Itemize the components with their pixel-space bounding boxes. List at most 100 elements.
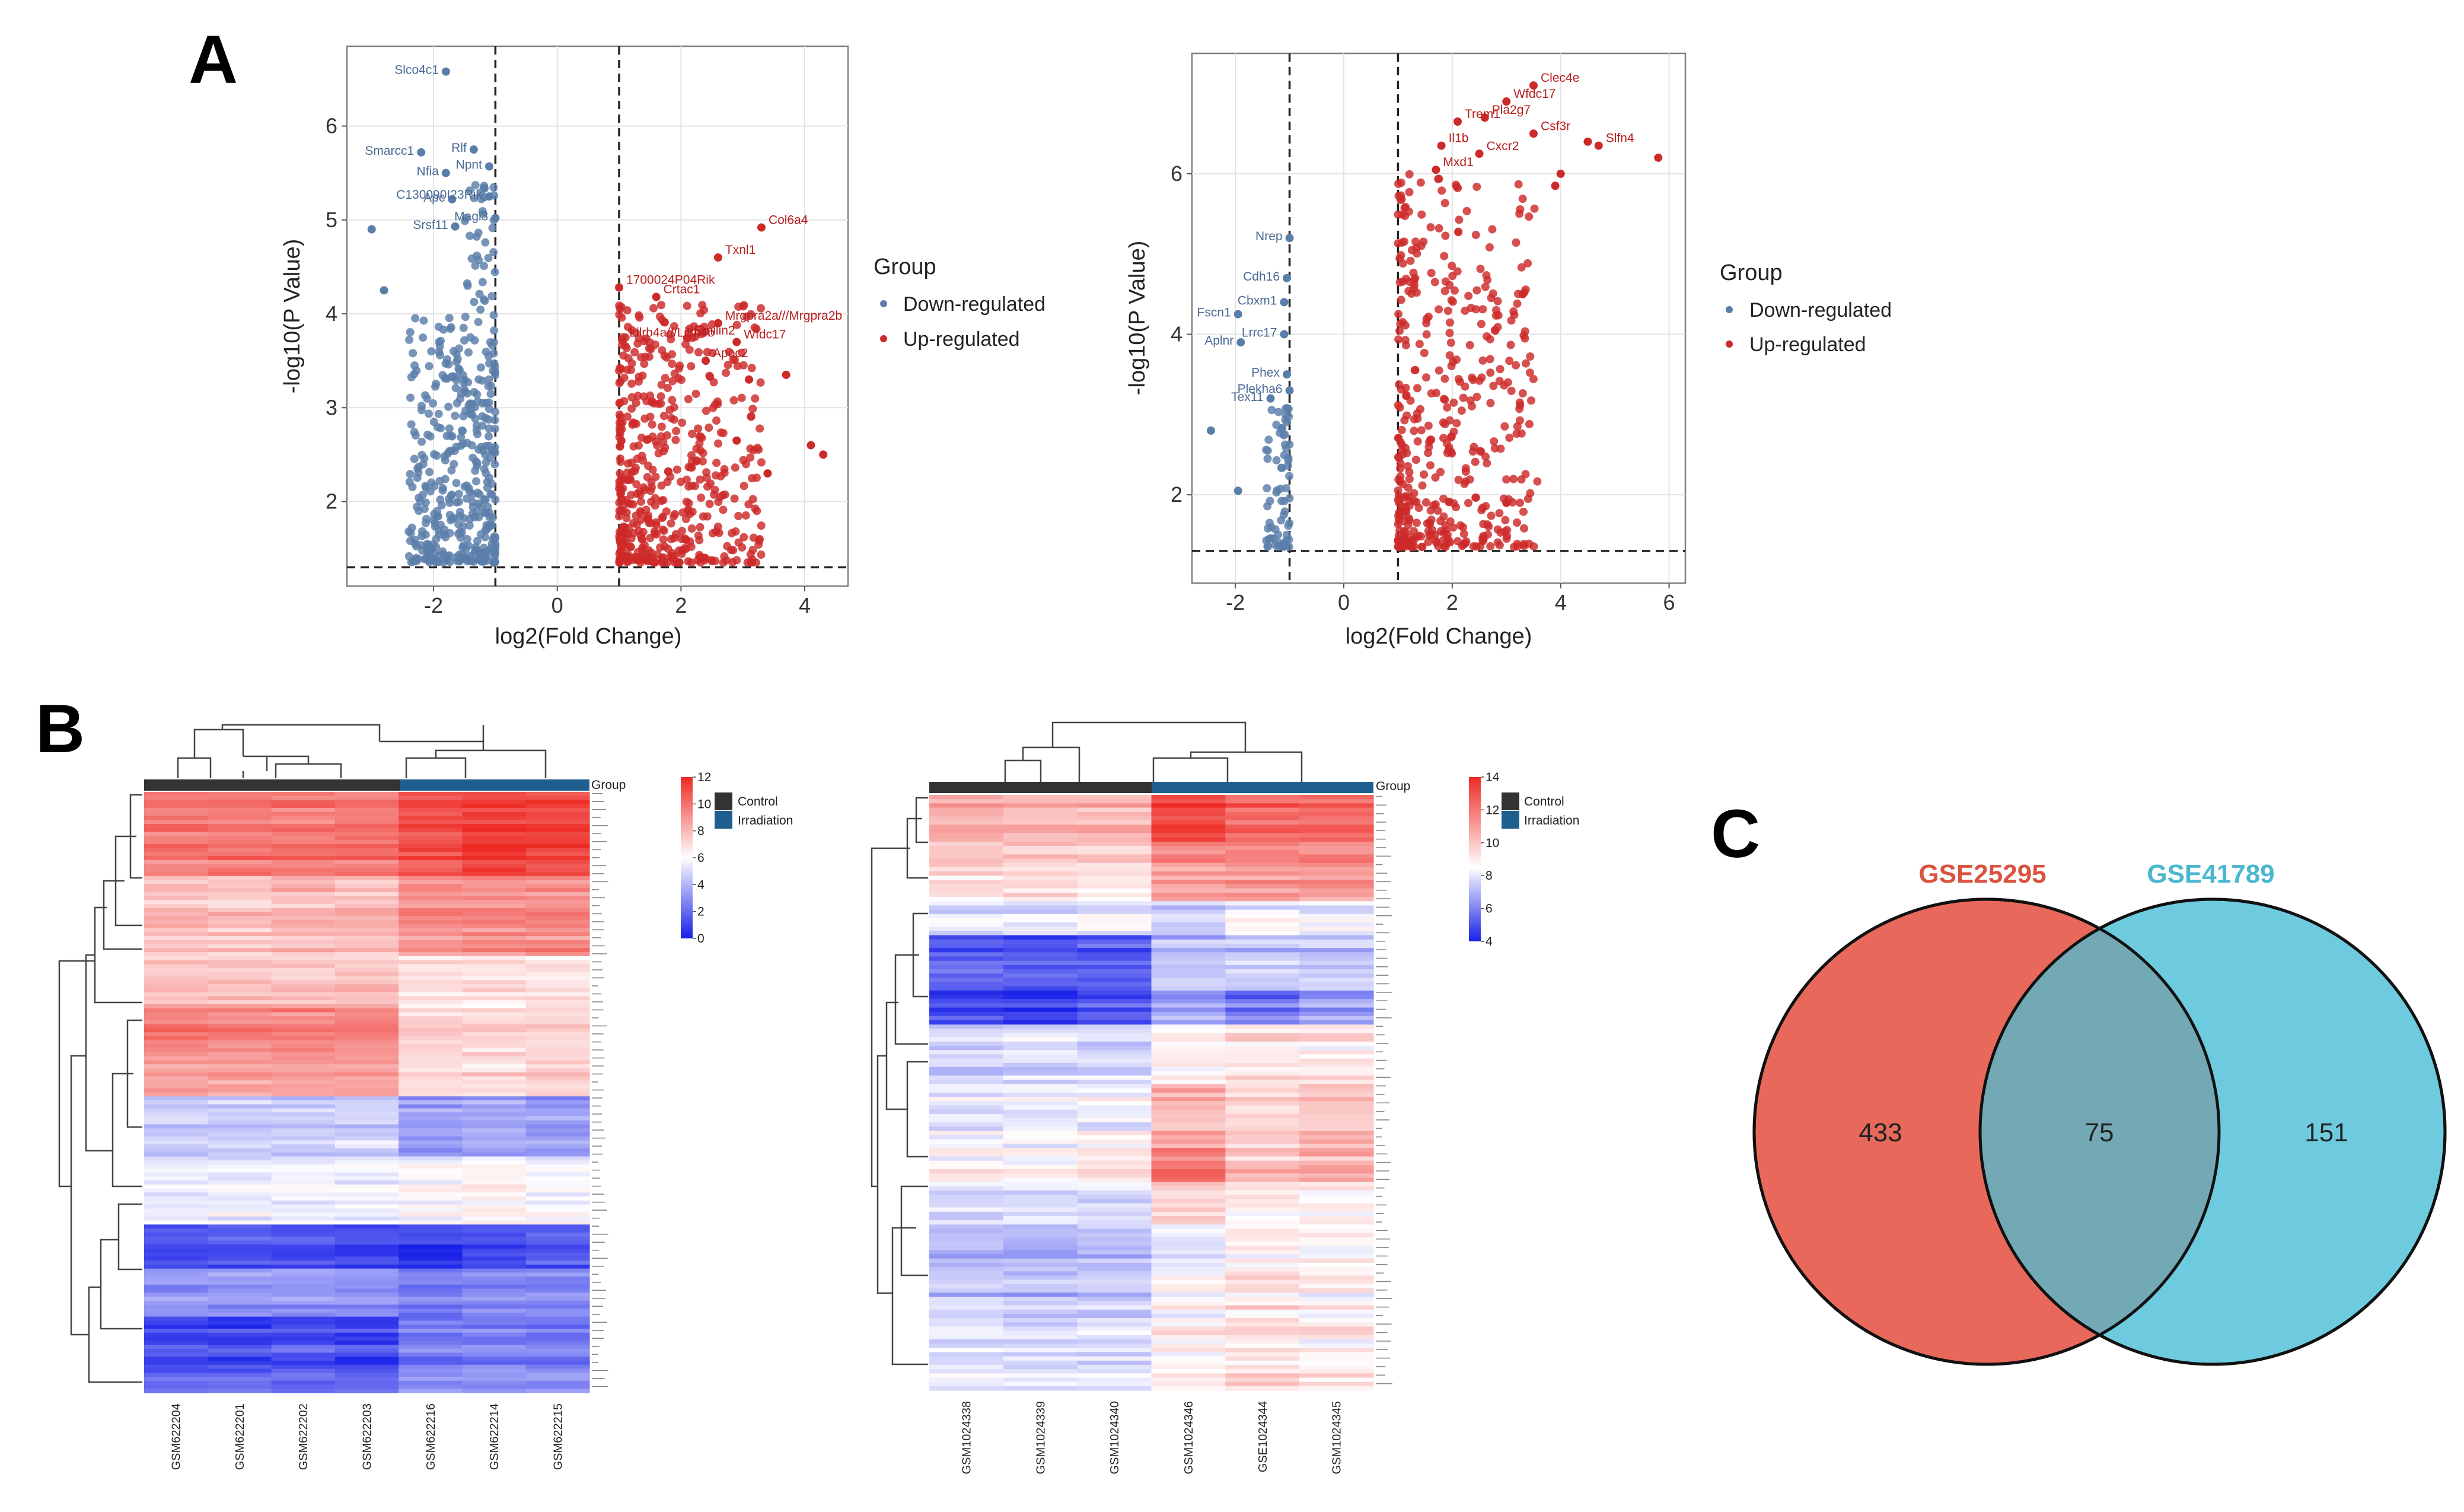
- heatmap-cell: [1151, 1284, 1226, 1289]
- heatmap-cell: [399, 1328, 463, 1333]
- heatmap-cell: [1077, 846, 1152, 851]
- heatmap-cell: [1151, 1101, 1226, 1106]
- heatmap-cell: [1151, 825, 1226, 829]
- heatmap-cell: [399, 1032, 463, 1037]
- heatmap-cell: [144, 1156, 208, 1161]
- heatmap-cell: [271, 1288, 336, 1293]
- point-up: [1440, 287, 1449, 295]
- group-label: Group: [1376, 779, 1410, 793]
- gene-label-down: Cdh16: [1243, 270, 1280, 284]
- point-up: [1484, 530, 1493, 539]
- heatmap-cell: [1003, 1199, 1078, 1204]
- heatmap-cell: [462, 936, 527, 941]
- point-up: [729, 355, 738, 364]
- heatmap-cell: [929, 825, 1004, 829]
- heatmap-cell: [1151, 1318, 1226, 1323]
- heatmap-cell: [208, 1092, 272, 1097]
- heatmap-cell: [334, 1124, 399, 1129]
- heatmap-cell: [1299, 1016, 1374, 1021]
- heatmap-cell: [208, 984, 272, 989]
- heatmap-cell: [1077, 952, 1152, 957]
- heatmap-cell: [1225, 803, 1300, 808]
- point-down: [490, 326, 499, 335]
- legend-marker-up: [880, 335, 887, 342]
- heatmap-cell: [399, 1244, 463, 1249]
- point-up: [1583, 137, 1592, 146]
- heatmap-cell: [144, 1004, 208, 1009]
- row-label-stub: [592, 1097, 603, 1099]
- heatmap-cell: [929, 1211, 1004, 1217]
- heatmap-cell: [144, 956, 208, 961]
- heatmap-cell: [462, 940, 527, 945]
- heatmap-cell: [1077, 999, 1152, 1004]
- row-label-stub: [1376, 855, 1391, 857]
- heatmap-cell: [271, 1384, 336, 1389]
- heatmap-cell: [1299, 1144, 1374, 1148]
- heatmap-cell: [208, 1220, 272, 1225]
- heatmap-cell: [1003, 1113, 1078, 1119]
- heatmap-cell: [1299, 1237, 1374, 1242]
- heatmap-cell: [1003, 901, 1078, 906]
- heatmap-cell: [929, 1139, 1004, 1144]
- heatmap-cell: [271, 1296, 336, 1301]
- heatmap-cell: [929, 1246, 1004, 1250]
- heatmap-cell: [1151, 986, 1226, 991]
- heatmap-cell: [929, 1126, 1004, 1132]
- heatmap-cell: [1003, 841, 1078, 846]
- heatmap-cell: [144, 1068, 208, 1073]
- point-up: [670, 322, 678, 331]
- heatmap-cell: [462, 1277, 527, 1281]
- heatmap-cell: [144, 1325, 208, 1329]
- heatmap-cell: [929, 1250, 1004, 1255]
- heatmap-cell: [1003, 1190, 1078, 1195]
- heatmap-cell: [1225, 1131, 1300, 1136]
- heatmap-cell: [1225, 820, 1300, 825]
- heatmap-cell: [1151, 1093, 1226, 1097]
- heatmap-cell: [144, 976, 208, 981]
- row-label-stub: [592, 1329, 604, 1331]
- point-up: [747, 558, 756, 567]
- heatmap-cell: [1003, 1203, 1078, 1208]
- gene-label-down: Phex: [1251, 366, 1280, 380]
- point-up: [615, 558, 624, 567]
- point-up: [647, 497, 656, 506]
- point-up: [623, 459, 632, 468]
- heatmap-cell: [525, 1336, 590, 1341]
- heatmap-cell: [334, 992, 399, 997]
- heatmap-cell: [208, 1332, 272, 1338]
- heatmap-cell: [271, 1328, 336, 1333]
- point-up: [1464, 291, 1473, 300]
- heatmap-cell: [462, 795, 527, 801]
- heatmap-cell: [1151, 862, 1226, 868]
- heatmap-cell: [399, 884, 463, 889]
- point-up: [676, 478, 685, 486]
- point-up: [1408, 538, 1417, 547]
- heatmap-cell: [271, 936, 336, 941]
- heatmap-cell: [1225, 1067, 1300, 1072]
- heatmap-cell: [1077, 1262, 1152, 1268]
- heatmap-cell: [208, 1204, 272, 1209]
- heatmap-cell: [1003, 858, 1078, 864]
- heatmap-cell: [144, 1188, 208, 1193]
- heatmap-cell: [334, 804, 399, 808]
- heatmap-cell: [271, 811, 336, 817]
- legend-item-up: Up-regulated: [1749, 333, 1866, 356]
- heatmap-cell: [1077, 1258, 1152, 1263]
- point-down: [455, 365, 464, 374]
- heatmap-cell: [399, 1048, 463, 1053]
- heatmap-cell: [462, 1316, 527, 1322]
- heatmap-cell: [334, 840, 399, 845]
- heatmap-cell: [271, 1004, 336, 1009]
- heatmap-cell: [929, 799, 1004, 804]
- heatmap-cell: [1151, 1071, 1226, 1076]
- heatmap-cell: [1003, 1088, 1078, 1093]
- heatmap-cell: [462, 1156, 527, 1161]
- heatmap-cell: [271, 1204, 336, 1209]
- point-up: [1400, 203, 1409, 212]
- row-label-stub: [592, 1265, 604, 1267]
- heatmap-cell: [1299, 858, 1374, 864]
- heatmap-cell: [208, 956, 272, 961]
- heatmap-cell: [1225, 918, 1300, 923]
- heatmap-cell: [1151, 1046, 1226, 1051]
- point-up: [1461, 467, 1470, 476]
